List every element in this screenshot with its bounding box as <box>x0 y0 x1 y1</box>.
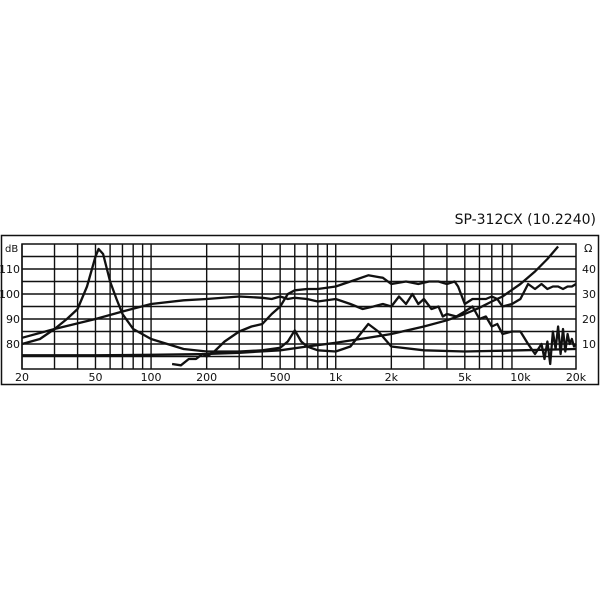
series-line-1 <box>21 247 577 353</box>
grid <box>21 243 577 370</box>
y-axis-label-left: dB <box>5 244 18 255</box>
y-tick-label: 110 <box>0 263 20 276</box>
x-tick-label: 20k <box>566 371 587 384</box>
y2-tick-label: 10 <box>582 338 596 351</box>
chart-title: SP-312CX (10.2240) <box>454 212 596 228</box>
series-line-2 <box>21 292 577 366</box>
series-line-4 <box>22 245 559 357</box>
x-tick-label: 5k <box>458 371 472 384</box>
x-tick-label: 10k <box>510 371 531 384</box>
tick-labels: 20 50 100 200 500 1k 2k 5k 10k 20k 80 90 100 110 10 20 3… <box>0 263 596 384</box>
x-tick-label: 50 <box>88 371 102 384</box>
y2-tick-label: 40 <box>582 263 596 276</box>
x-tick-label: 1k <box>329 371 343 384</box>
y-axis-label-right: Ω <box>584 242 592 255</box>
x-tick-label: 20 <box>15 371 29 384</box>
chart-frame <box>0 234 600 386</box>
x-tick-label: 100 <box>141 371 162 384</box>
y-tick-label: 100 <box>0 288 20 301</box>
x-tick-label: 2k <box>385 371 399 384</box>
y2-tick-label: 20 <box>582 313 596 326</box>
y-tick-label: 90 <box>6 313 20 326</box>
y-tick-label: 80 <box>6 338 20 351</box>
x-tick-label: 500 <box>270 371 291 384</box>
y2-tick-label: 30 <box>582 288 596 301</box>
series-lines <box>21 245 577 367</box>
x-tick-label: 200 <box>196 371 217 384</box>
series-line-3 <box>171 274 577 367</box>
